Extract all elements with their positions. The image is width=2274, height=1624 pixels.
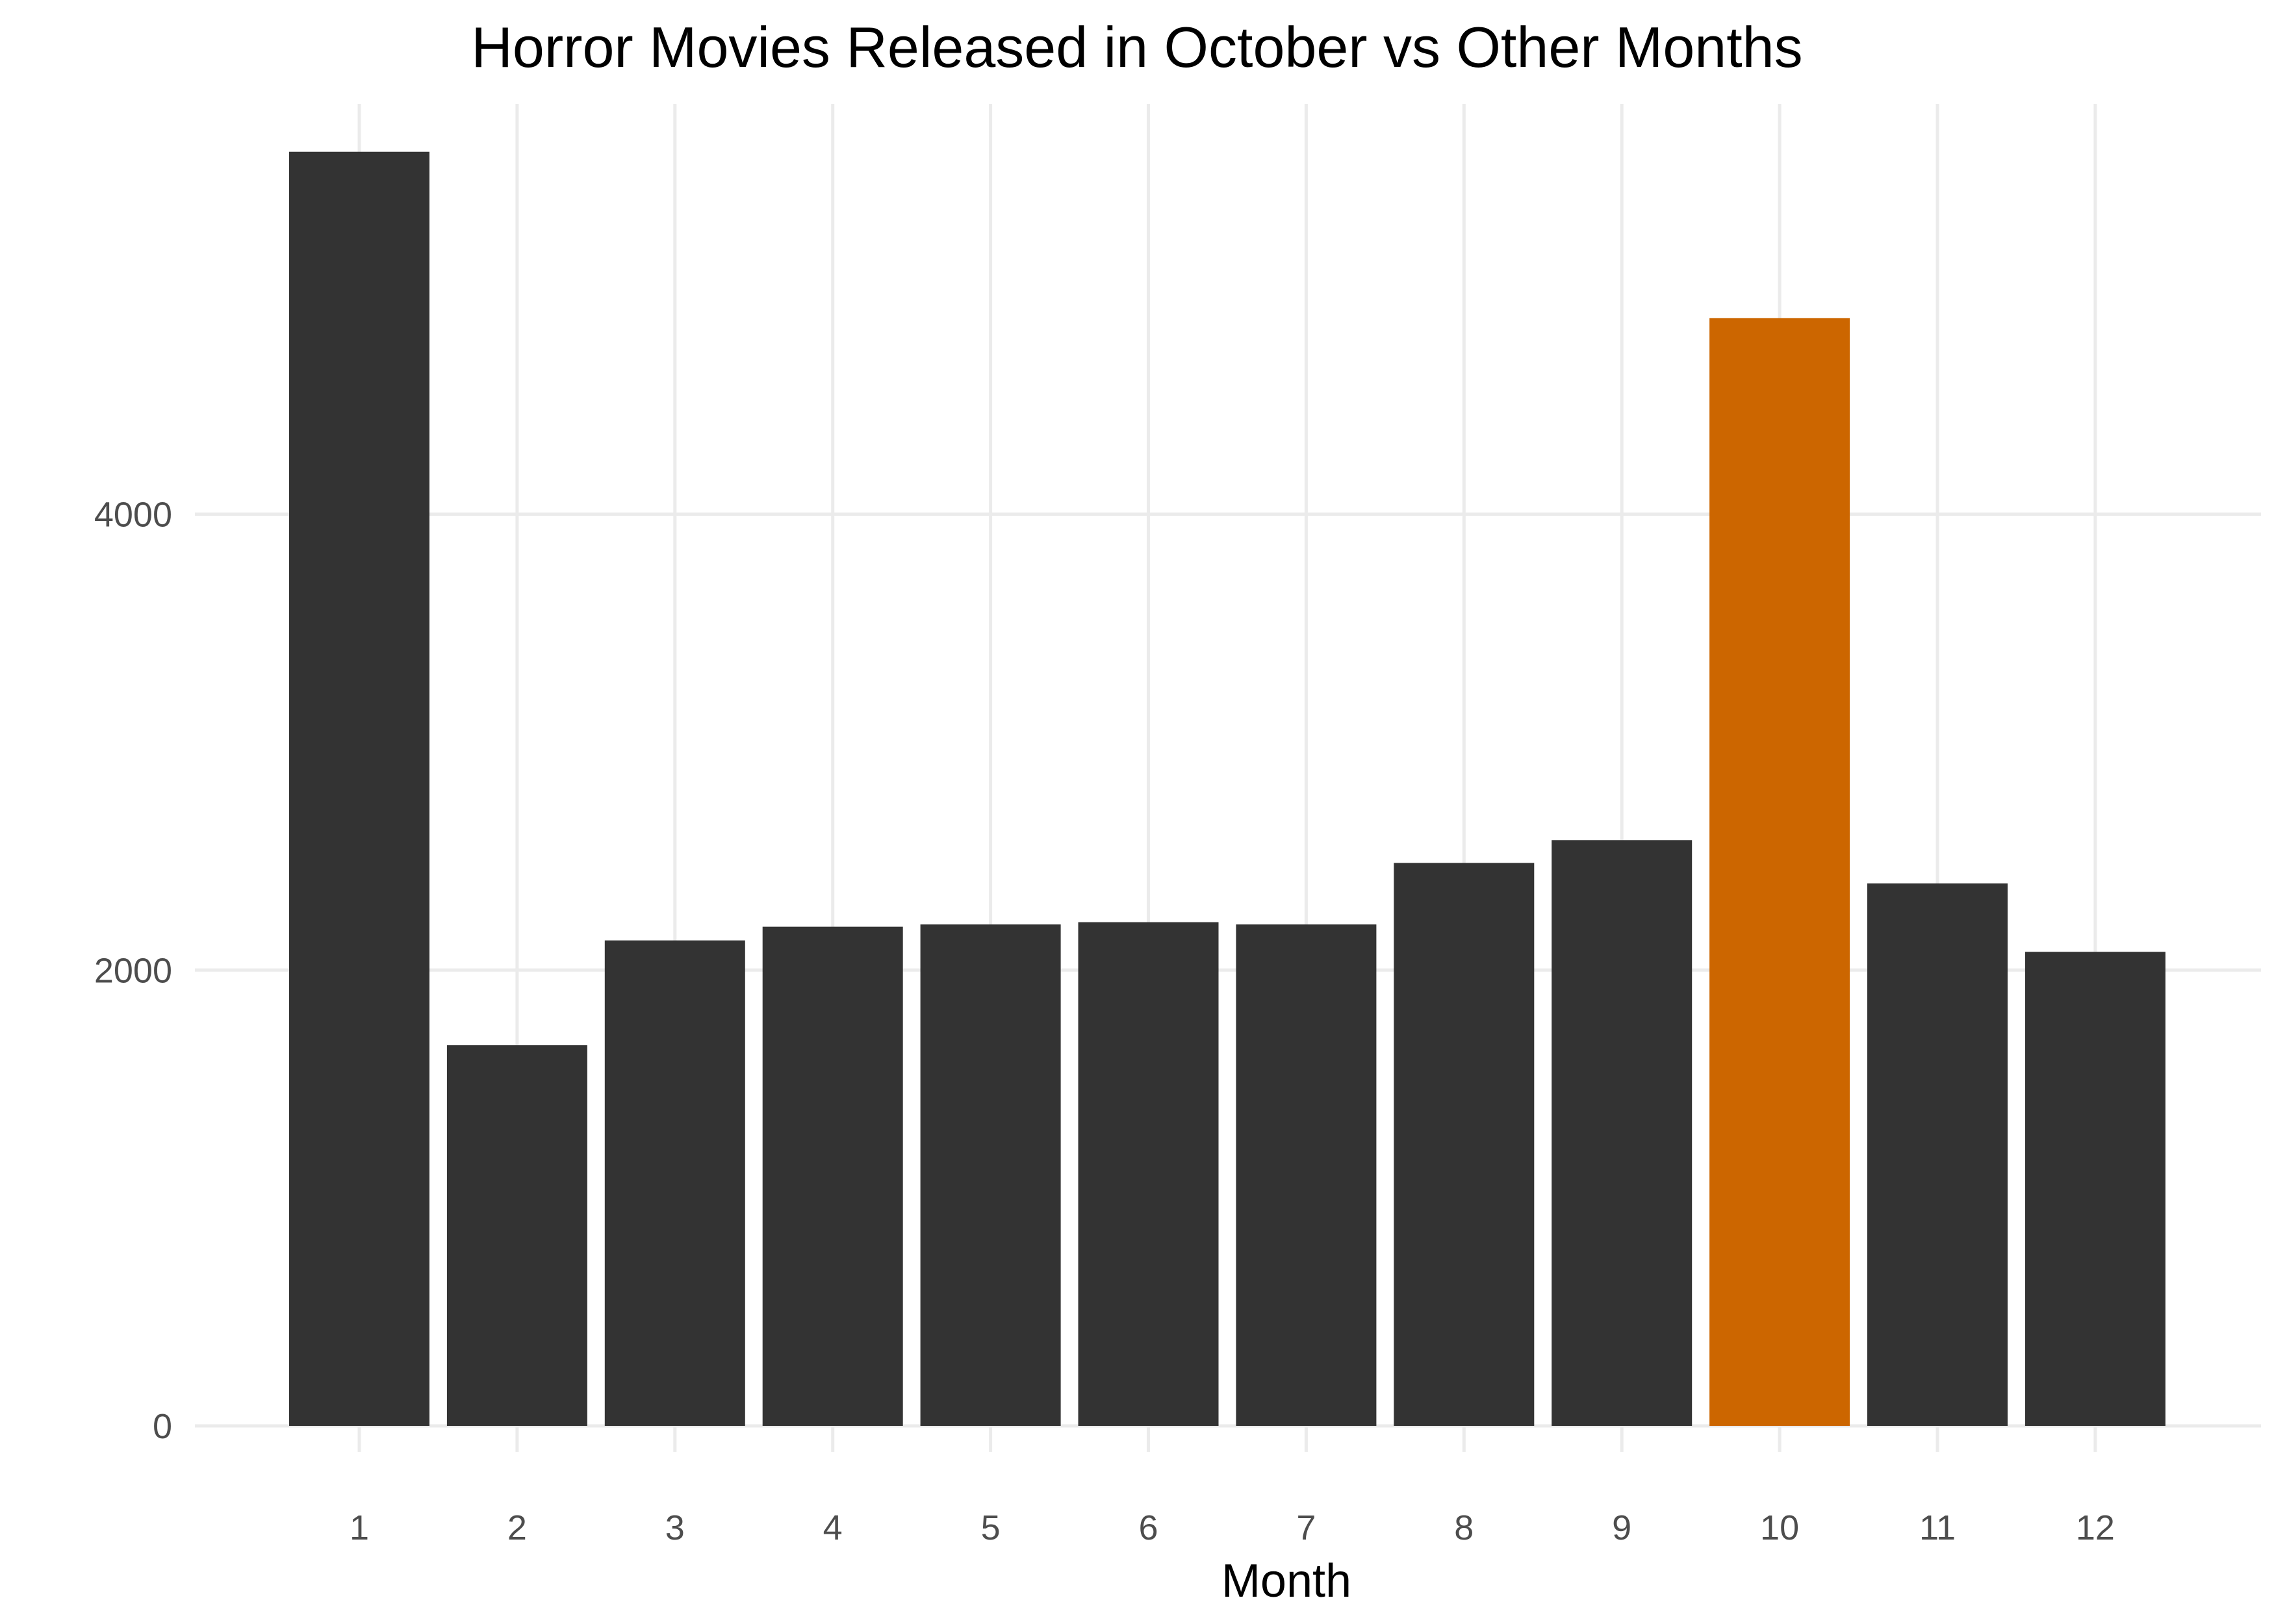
bar-month-1	[289, 151, 429, 1426]
bar-month-8	[1394, 863, 1535, 1426]
bar-month-2	[446, 1045, 587, 1426]
x-tick-label-12: 12	[2076, 1508, 2115, 1547]
y-tick-label-0: 0	[153, 1407, 172, 1446]
y-tick-label-4000: 4000	[94, 496, 172, 535]
bar-month-6	[1078, 922, 1219, 1426]
x-tick-label-8: 8	[1454, 1508, 1474, 1547]
x-tick-label-6: 6	[1138, 1508, 1158, 1547]
x-axis-title: Month	[1221, 1555, 1351, 1607]
x-tick-label-5: 5	[981, 1508, 1001, 1547]
x-tick-label-9: 9	[1612, 1508, 1631, 1547]
bar-month-9	[1552, 840, 1693, 1426]
x-tick-label-11: 11	[1919, 1508, 1956, 1547]
x-tick-label-7: 7	[1296, 1508, 1316, 1547]
x-tick-label-4: 4	[823, 1508, 843, 1547]
bar-month-4	[762, 926, 903, 1426]
x-tick-label-10: 10	[1760, 1508, 1799, 1547]
chart-title: Horror Movies Released in October vs Oth…	[471, 15, 1803, 79]
x-tick-labels: 1 2 3 4 5 6 7 8 9 10 11 12	[350, 1508, 2115, 1547]
bar-month-5	[920, 924, 1061, 1426]
y-tick-labels: 0 2000 4000	[94, 496, 172, 1446]
bar-month-12	[2025, 952, 2165, 1426]
bar-month-11	[1867, 883, 2008, 1426]
x-tick-label-2: 2	[507, 1508, 527, 1547]
bars	[289, 151, 2165, 1427]
bar-month-3	[604, 940, 745, 1426]
y-tick-label-2000: 2000	[94, 951, 172, 990]
bar-month-10	[1709, 318, 1850, 1427]
x-tick-label-3: 3	[665, 1508, 685, 1547]
x-tick-label-1: 1	[350, 1508, 369, 1547]
bar-month-7	[1236, 924, 1377, 1426]
